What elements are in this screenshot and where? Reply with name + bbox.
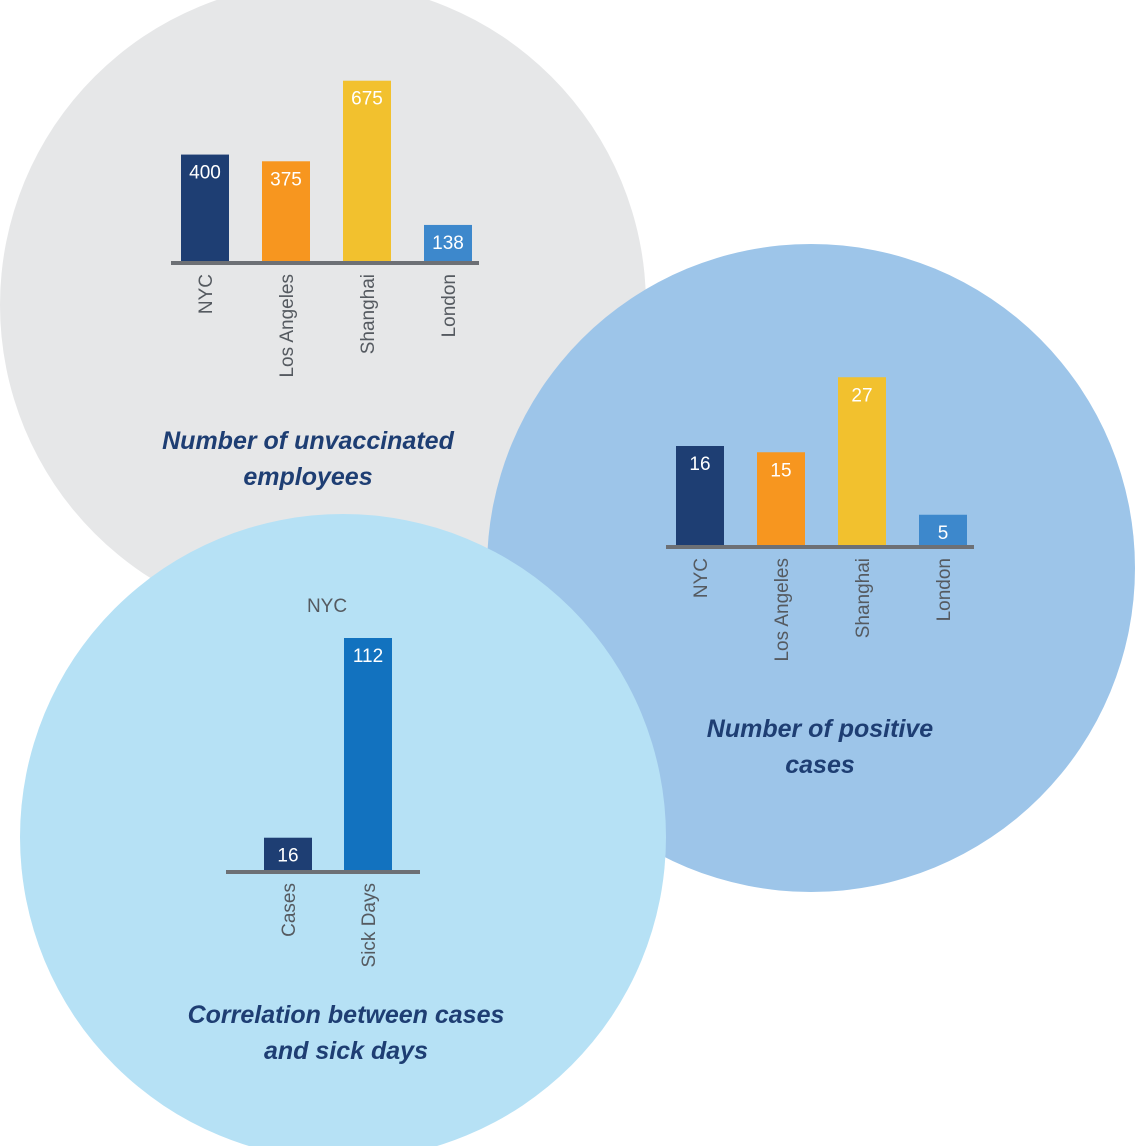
bar-sick-days — [344, 638, 392, 871]
bar-los-angeles — [262, 161, 310, 262]
chart-title-line-2: cases — [785, 751, 855, 779]
bar-shanghai — [343, 80, 391, 262]
tick-label-sick-days: Sick Days — [359, 883, 380, 967]
data-label-london: 138 — [432, 233, 464, 254]
chart-title-line-2: employees — [243, 463, 372, 491]
tick-label-london: London — [439, 274, 460, 337]
data-label-nyc: 16 — [689, 454, 710, 475]
chart-title-line-1: Number of unvaccinated — [162, 427, 454, 455]
tick-label-cases: Cases — [279, 883, 300, 937]
data-label-shanghai: 675 — [351, 89, 383, 110]
background-circle-correlation — [20, 514, 666, 1146]
data-label-london: 5 — [938, 523, 949, 544]
tick-label-shanghai: Shanghai — [358, 274, 379, 354]
data-label-los-angeles: 15 — [770, 460, 791, 481]
bar-nyc — [676, 446, 724, 546]
background-circle-unvaccinated — [0, 0, 646, 628]
data-label-nyc: 400 — [189, 163, 221, 184]
chart-unvaccinated-employees: 400 NYC 375 Los Angeles 675 Shanghai 138 London… — [162, 80, 479, 491]
data-label-shanghai: 27 — [851, 385, 872, 406]
bar-london — [919, 514, 967, 546]
tick-label-nyc: NYC — [691, 558, 712, 598]
bar-nyc — [181, 154, 229, 262]
data-label-sick-days: 112 — [353, 646, 383, 667]
tick-label-los-angeles: Los Angeles — [277, 274, 298, 378]
data-label-cases: 16 — [277, 846, 298, 867]
chart-title-line-2: and sick days — [264, 1037, 428, 1065]
bar-shanghai — [838, 377, 886, 546]
chart-title-line-1: Correlation between cases — [188, 1001, 505, 1029]
chart-cases-vs-sick-days: 16 Cases 112 Sick Days NYC Correlation betwee… — [188, 596, 505, 1065]
bar-london — [424, 224, 472, 262]
tick-label-los-angeles: Los Angeles — [772, 558, 793, 662]
background-circle-positive-cases — [487, 244, 1135, 892]
bar-los-angeles — [757, 452, 805, 546]
tick-label-nyc: NYC — [196, 274, 217, 314]
chart-subtitle: NYC — [307, 596, 347, 617]
tick-label-london: London — [934, 558, 955, 621]
tick-label-shanghai: Shanghai — [853, 558, 874, 638]
chart-title-line-1: Number of positive — [707, 715, 934, 743]
bar-cases — [264, 837, 312, 871]
data-label-los-angeles: 375 — [270, 169, 302, 190]
chart-positive-cases: 16 NYC 15 Los Angeles 27 Shanghai 5 London Numbe… — [666, 377, 974, 779]
